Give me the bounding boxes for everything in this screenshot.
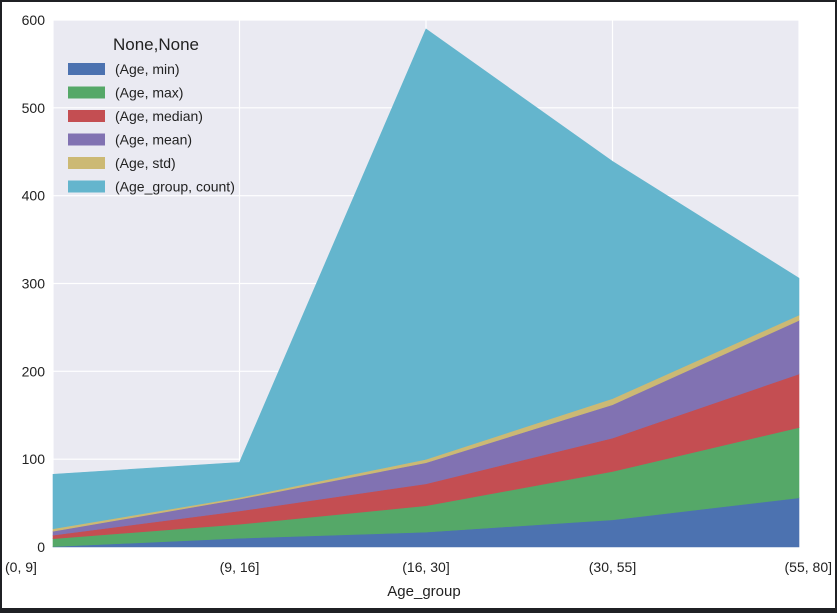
legend-entry: (Age, min) [115,61,180,77]
x-tick-labels: (0, 9] (9, 16] (16, 30] (30, 55] (55, 80] [5,559,832,575]
area-series [52,28,800,548]
y-tick-label: 100 [22,451,46,467]
y-tick-label: 0 [37,539,45,555]
legend-swatch [68,110,105,122]
legend-swatch [68,133,105,146]
x-tick-label: (0, 9] [5,559,37,575]
legend-entry: (Age, std) [115,155,176,171]
x-tick-label: (9, 16] [220,559,260,575]
area-series-5 [52,28,800,530]
legend-title: None,None [113,35,199,54]
legend-swatch [68,157,105,169]
legend-swatch [68,86,105,99]
x-axis-label: Age_group [387,583,460,600]
legend-entry: (Age, median) [115,108,203,124]
x-tick-label: (16, 30] [402,559,449,575]
legend-swatch [68,180,105,193]
y-tick-label: 600 [22,12,46,28]
legend-swatch [68,63,105,75]
x-tick-label: (55, 80] [785,559,832,575]
y-tick-labels: 0 100 200 300 400 500 600 [22,12,46,555]
legend: None,None (Age, min) (Age, max) (Age, medi… [68,35,235,195]
y-tick-label: 300 [22,276,46,292]
legend-entry: (Age, max) [115,85,183,101]
legend-entry: (Age, mean) [115,132,192,148]
y-tick-label: 200 [22,363,46,379]
x-tick-label: (30, 55] [589,559,636,575]
y-tick-label: 400 [22,188,46,204]
legend-entry: (Age_group, count) [115,179,235,195]
y-tick-label: 500 [22,100,46,116]
